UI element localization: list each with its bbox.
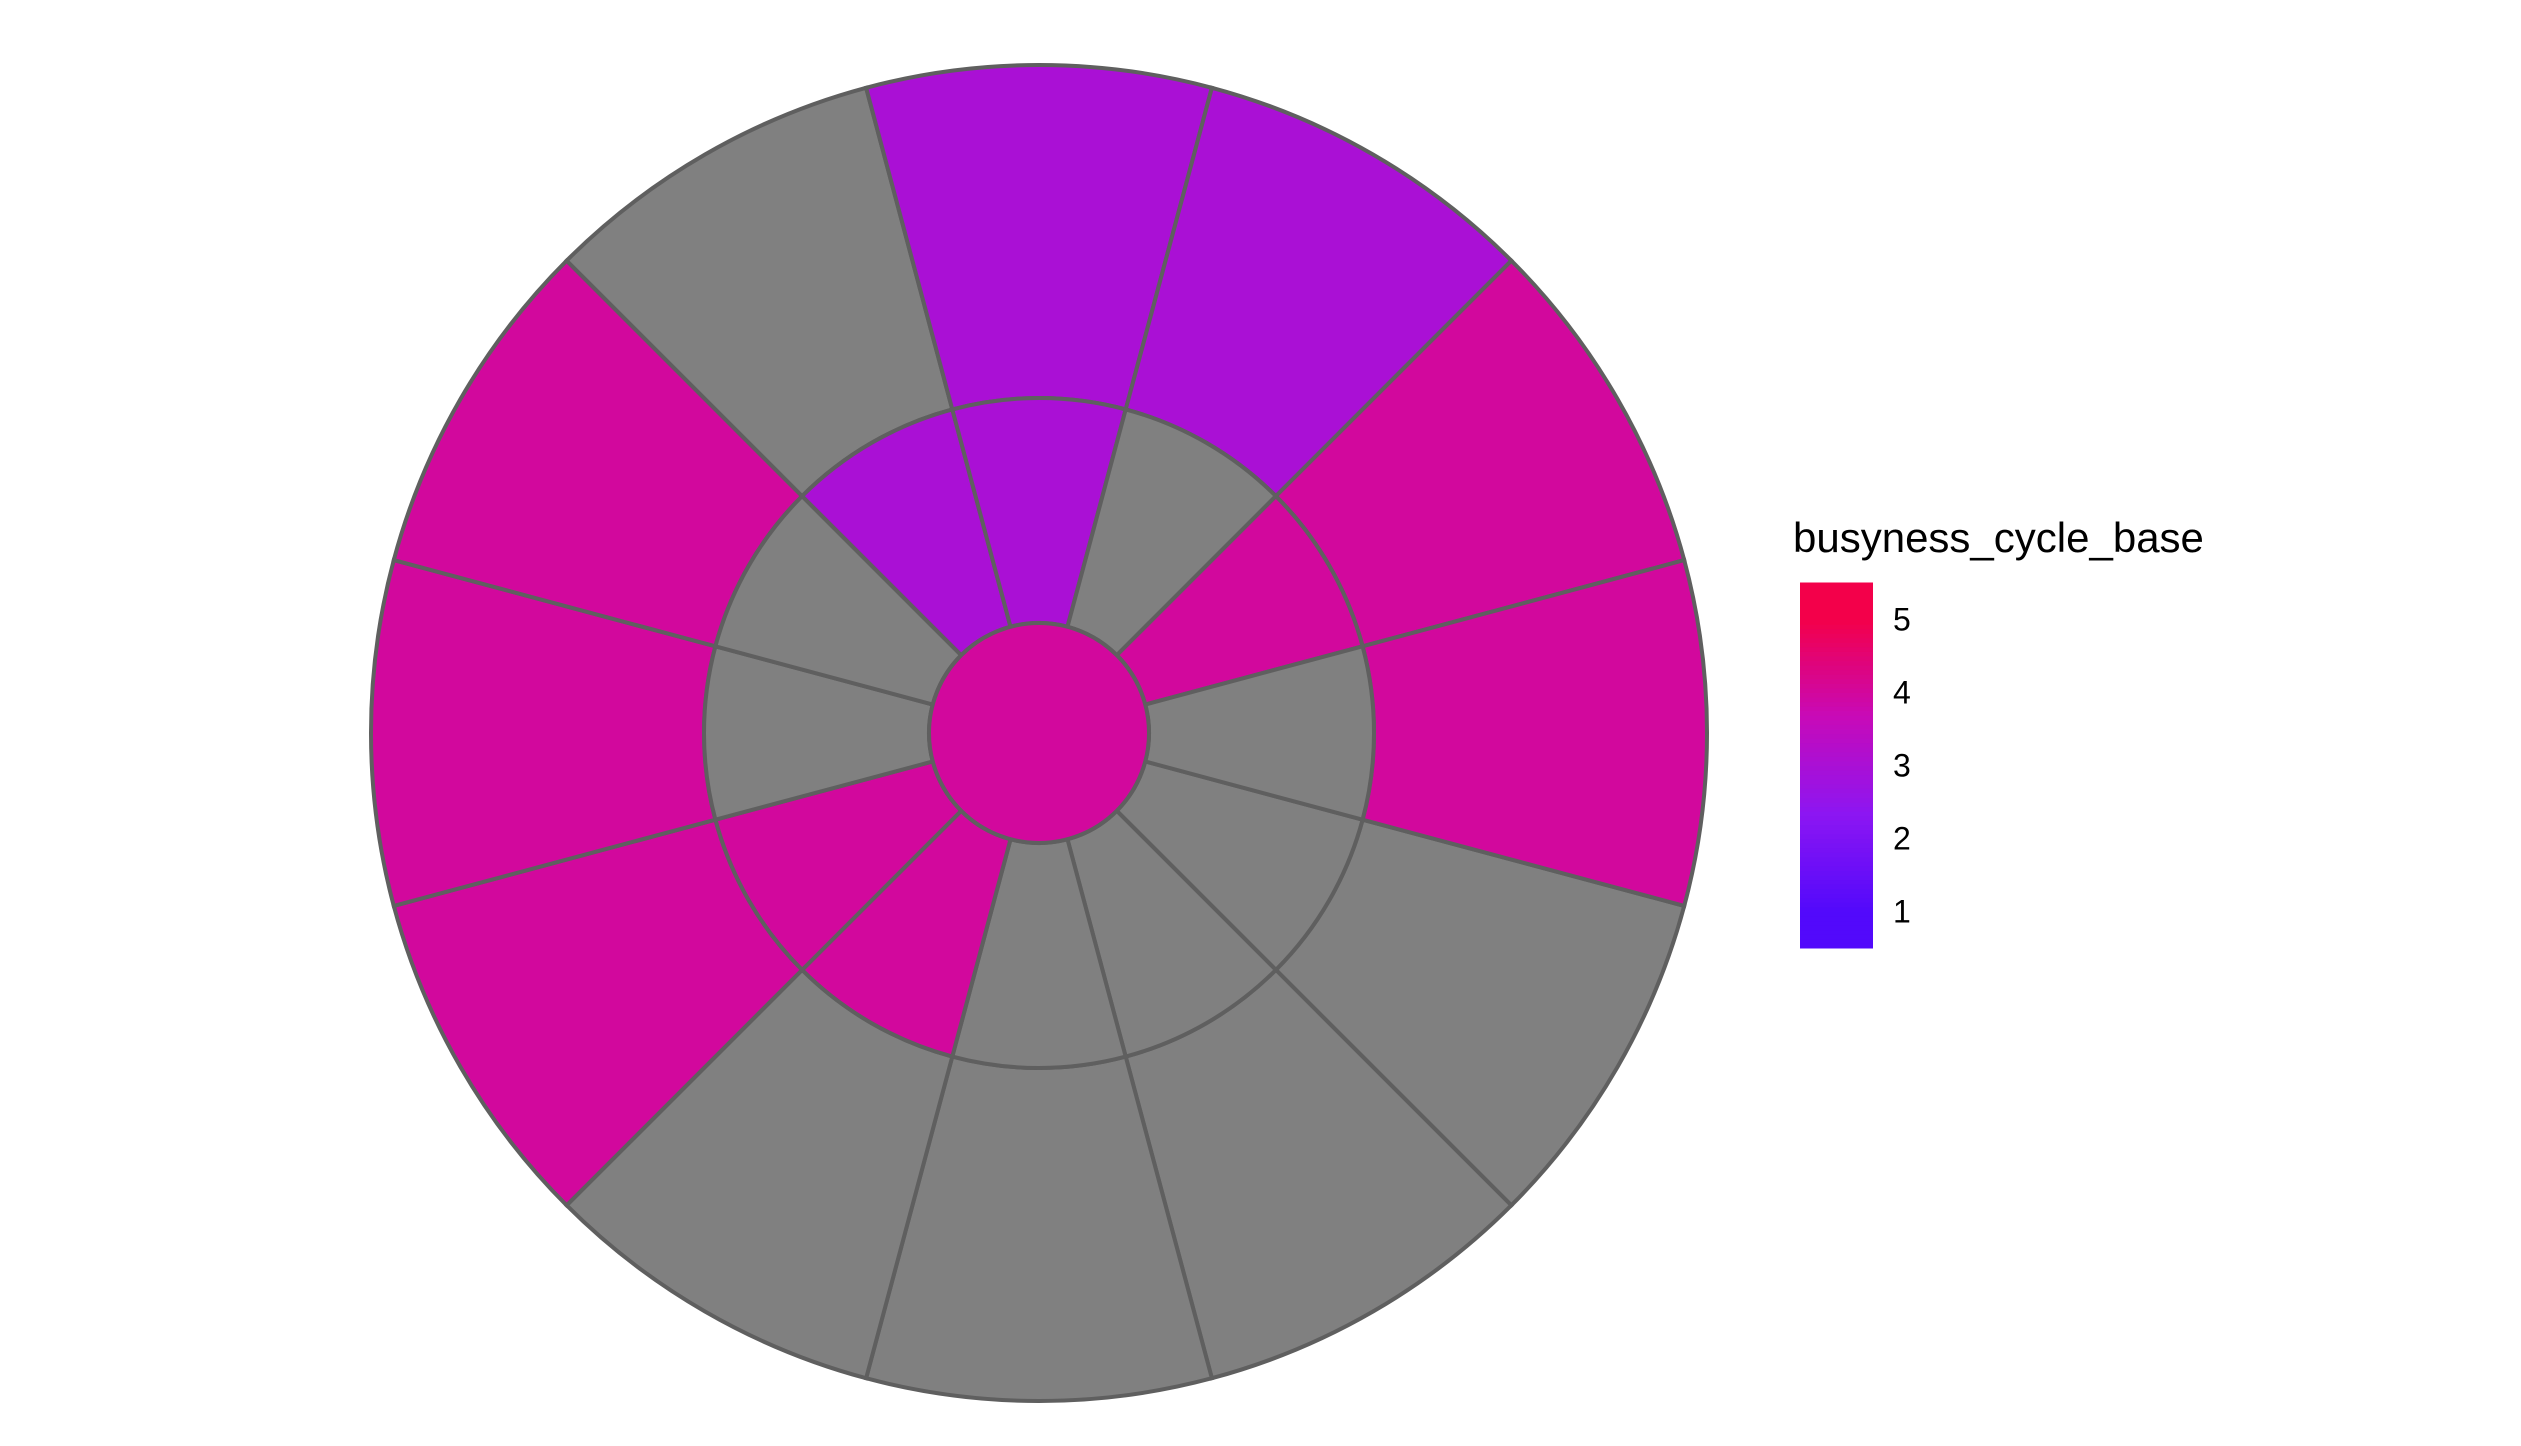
legend-label-1: 1 [1893,894,1911,930]
legend-title: busyness_cycle_base [1793,514,2204,561]
legend-colorbar-slice [1800,915,1873,922]
legend-colorbar-slice [1800,737,1873,744]
legend-colorbar-slice [1800,673,1873,680]
legend-colorbar-slice [1800,710,1873,716]
legend-label-4: 4 [1893,675,1911,711]
legend-colorbar-slice [1800,646,1873,652]
legend-colorbar-slice [1800,938,1873,944]
legend-colorbar-slice [1800,669,1873,675]
legend-colorbar-slice [1800,619,1873,625]
legend-colorbar-slice [1800,801,1873,808]
legend-colorbar-slice [1800,879,1873,885]
legend-colorbar-slice [1800,614,1873,620]
legend-colorbar-slice [1800,719,1873,725]
legend-colorbar-slice [1800,860,1873,867]
legend-colorbar-slice [1800,664,1873,671]
legend-colorbar-slice [1800,851,1873,858]
legend-colorbar-slice [1800,755,1873,762]
legend-colorbar-slice [1800,838,1873,844]
legend-colorbar-slice [1800,692,1873,698]
legend-colorbar-slice [1800,819,1873,826]
legend-colorbar-slice [1800,746,1873,753]
legend-colorbar-slice [1800,587,1873,593]
legend-colorbar-slice [1800,897,1873,903]
legend-colorbar-slice [1800,760,1873,766]
legend-colorbar-slice [1800,883,1873,890]
legend-colorbar-slice [1800,641,1873,648]
legend-colorbar-slice [1800,637,1873,643]
legend-colorbar-slice [1800,723,1873,730]
legend-colorbar-slice [1800,874,1873,881]
legend-colorbar-slice [1800,824,1873,830]
legend-colorbar-slice [1800,628,1873,634]
legend-colorbar-slice [1800,632,1873,639]
legend-colorbar-slice [1800,865,1873,871]
legend-colorbar-slice [1800,655,1873,662]
legend-colorbar-slice [1800,582,1873,589]
legend-colorbar-slice [1800,687,1873,693]
legend-colorbar-slice [1800,842,1873,849]
legend-colorbar-slice [1800,660,1873,666]
legend-colorbar-slice [1800,714,1873,721]
legend-colorbar-slice [1800,778,1873,785]
legend-colorbar-slice [1800,942,1873,949]
plot-panel [369,63,1709,1403]
legend-colorbar-slice [1800,751,1873,757]
legend-colorbar-slice [1800,678,1873,684]
legend-colorbar-slice [1800,623,1873,630]
legend-colorbar-slice [1800,682,1873,689]
legend-colorbar-slice [1800,696,1873,703]
legend-colorbar-slice [1800,888,1873,894]
legend-colorbar [1800,582,1873,949]
legend-colorbar-slice [1800,733,1873,739]
legend-colorbar-slice [1800,920,1873,926]
center-segment [927,621,1151,845]
legend-colorbar-slice [1800,796,1873,803]
legend-label-3: 3 [1893,748,1911,784]
legend-colorbar-slice [1800,911,1873,917]
legend-colorbar-slice [1800,856,1873,862]
legend-colorbar-slice [1800,596,1873,602]
legend-colorbar-slice [1800,609,1873,616]
legend-label-2: 2 [1893,821,1911,857]
legend-colorbar-slice [1800,924,1873,931]
legend-colorbar-slice [1800,806,1873,812]
legend-colorbar-slice [1800,901,1873,908]
legend-colorbar-slice [1800,833,1873,839]
legend-colorbar-slice [1800,769,1873,776]
legend-colorbar-slice [1800,892,1873,899]
legend-colorbar-slice [1800,828,1873,835]
legend-colorbar-slice [1800,810,1873,817]
legend-colorbar-slice [1800,792,1873,798]
legend-colorbar-slice [1800,701,1873,707]
legend-colorbar-slice [1800,605,1873,611]
legend-colorbar-slice [1800,765,1873,771]
legend-colorbar-slice [1800,705,1873,712]
legend-label-5: 5 [1893,602,1911,638]
legend-colorbar-slice [1800,847,1873,853]
legend-colorbar-slice [1800,591,1873,598]
legend-colorbar-slice [1800,742,1873,748]
legend-colorbar-slice [1800,815,1873,821]
legend-colorbar-slice [1800,774,1873,780]
legend-colorbar-slice [1800,728,1873,735]
legend-colorbar-slice [1800,783,1873,789]
legend: busyness_cycle_base 1 2 3 4 5 [1793,514,2204,949]
legend-colorbar-slice [1800,906,1873,912]
legend-colorbar-slice [1800,600,1873,607]
legend-colorbar-slice [1800,650,1873,657]
legend-colorbar-slice [1800,929,1873,935]
legend-colorbar-slice [1800,787,1873,794]
legend-labels: 1 2 3 4 5 [1893,602,1911,930]
legend-colorbar-slice [1800,869,1873,876]
legend-colorbar-slice [1800,933,1873,940]
